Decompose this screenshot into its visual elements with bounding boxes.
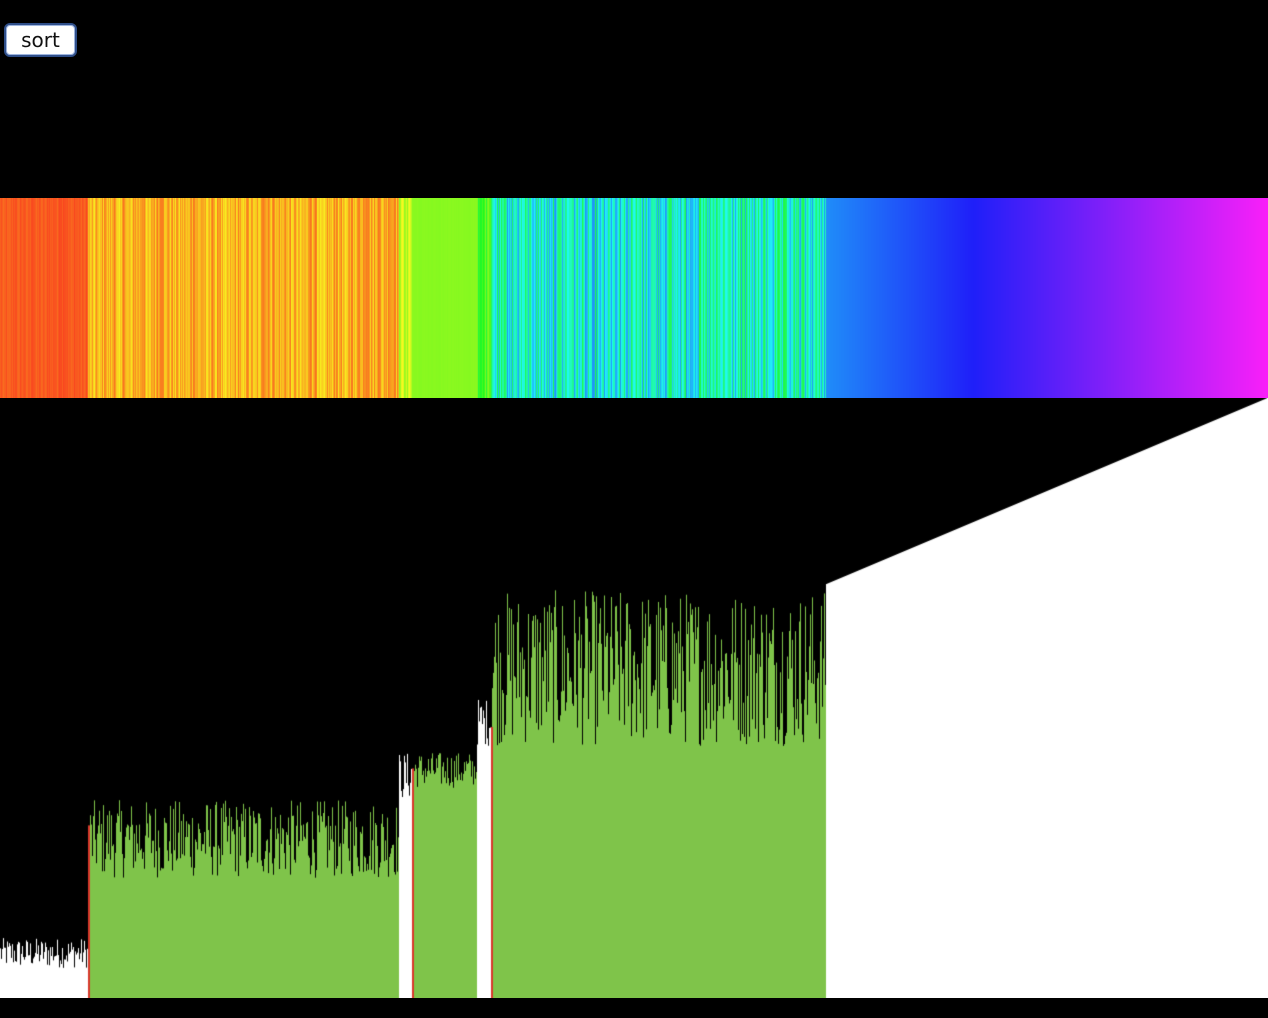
hue-color-strip	[0, 198, 1268, 398]
bar-chart-plot	[0, 398, 1268, 998]
sort-button[interactable]: sort	[4, 23, 77, 57]
